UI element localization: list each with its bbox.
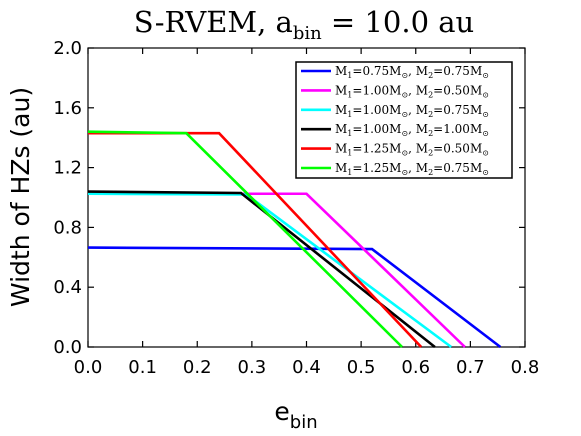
legend-label-part: 2: [428, 149, 433, 158]
legend-label-6: M1=1.25M⊙, M2=0.75M⊙: [335, 161, 489, 177]
legend-label-part: ⊙: [482, 129, 489, 138]
series-line-4: [87, 190, 436, 349]
legend-label-part: =0.75M: [433, 64, 482, 78]
legend-label-2: M1=1.00M⊙, M2=0.50M⊙: [335, 83, 489, 99]
x-tick-label: 0.7: [456, 357, 485, 378]
legend-label-part: =0.50M: [433, 83, 482, 97]
y-tick-label: 0.4: [53, 277, 82, 298]
legend-label-part: ⊙: [401, 90, 408, 99]
legend-label-part: 2: [428, 90, 433, 99]
legend-label-part: =1.00M: [352, 122, 401, 136]
legend-label-part: ⊙: [482, 71, 489, 80]
y-axis-label: Width of HZs (au): [6, 87, 35, 307]
y-tick-labels: 0.0 0.4 0.8 1.2 1.6 2.0: [53, 38, 82, 358]
legend-box: [295, 61, 513, 179]
legend-label-part: ⊙: [401, 149, 408, 158]
legend-label-part: M: [335, 161, 347, 175]
legend-label-part: M: [335, 64, 347, 78]
legend-label-part: =0.50M: [433, 142, 482, 156]
legend-label-part: =0.75M: [433, 161, 482, 175]
legend-label-part: =1.25M: [352, 142, 401, 156]
series-line-1: [87, 246, 502, 349]
legend-label-part: , M: [408, 122, 428, 136]
legend-label-5: M1=1.25M⊙, M2=0.50M⊙: [335, 142, 489, 158]
legend-label-part: 2: [428, 110, 433, 119]
legend-label-part: 1: [347, 129, 352, 138]
x-axis-label: ebin: [274, 397, 317, 433]
legend-label-part: ⊙: [401, 110, 408, 119]
legend-label-1: M1=0.75M⊙, M2=0.75M⊙: [335, 64, 489, 80]
legend-label-part: ⊙: [482, 149, 489, 158]
legend-label-part: 1: [347, 168, 352, 177]
legend-label-part: ⊙: [482, 90, 489, 99]
legend-label-part: 1: [347, 149, 352, 158]
legend-label-part: , M: [408, 64, 428, 78]
legend-label-part: , M: [408, 103, 428, 117]
x-tick-label: 0.6: [401, 357, 430, 378]
legend-label-part: M: [335, 122, 347, 136]
legend-label-part: ⊙: [482, 110, 489, 119]
legend-label-part: 2: [428, 168, 433, 177]
legend-label-part: =1.00M: [352, 83, 401, 97]
legend-label-3: M1=1.00M⊙, M2=0.75M⊙: [335, 103, 489, 119]
legend-label-part: 1: [347, 90, 352, 99]
series-line-6: [87, 130, 404, 348]
legend-label-part: 2: [428, 129, 433, 138]
chart-title-main: S-RVEM, a: [134, 5, 293, 39]
x-tick-labels: 0.0 0.1 0.2 0.3 0.4 0.5 0.6 0.7 0.8: [74, 357, 540, 378]
legend-label-part: 2: [428, 71, 433, 80]
chart-title: S-RVEM, abin = 10.0 au: [134, 5, 474, 44]
legend-label-part: , M: [408, 142, 428, 156]
axis-ticks: [87, 47, 526, 348]
legend-label-part: =1.00M: [433, 122, 482, 136]
x-tick-label: 0.5: [347, 357, 376, 378]
legend-label-part: =0.75M: [433, 103, 482, 117]
y-tick-label: 0.8: [53, 217, 82, 238]
x-axis-label-main: e: [274, 397, 289, 426]
x-tick-label: 0.2: [183, 357, 212, 378]
x-tick-label: 0.1: [128, 357, 157, 378]
legend-label-part: M: [335, 83, 347, 97]
legend-label-part: ⊙: [401, 168, 408, 177]
x-axis-label-subscript: bin: [290, 412, 318, 433]
y-tick-label: 0.0: [53, 337, 82, 358]
legend: M1=0.75M⊙, M2=0.75M⊙M1=1.00M⊙, M2=0.50M⊙…: [295, 61, 513, 179]
legend-label-part: ⊙: [401, 129, 408, 138]
legend-label-part: 1: [347, 110, 352, 119]
legend-label-part: ⊙: [401, 71, 408, 80]
x-tick-label: 0.4: [292, 357, 321, 378]
legend-label-part: =1.00M: [352, 103, 401, 117]
legend-label-part: M: [335, 142, 347, 156]
legend-label-part: 1: [347, 71, 352, 80]
legend-label-part: M: [335, 103, 347, 117]
chart-title-rest: = 10.0 au: [322, 5, 475, 39]
y-tick-label: 1.6: [53, 98, 82, 119]
x-tick-label: 0.3: [238, 357, 267, 378]
y-tick-label: 2.0: [53, 38, 82, 59]
x-tick-label: 0.0: [74, 357, 103, 378]
x-tick-label: 0.8: [511, 357, 540, 378]
y-tick-label: 1.2: [53, 158, 82, 179]
legend-label-4: M1=1.00M⊙, M2=1.00M⊙: [335, 122, 489, 138]
legend-label-part: =1.25M: [352, 161, 401, 175]
legend-label-part: =0.75M: [352, 64, 401, 78]
legend-label-part: , M: [408, 161, 428, 175]
chart-title-subscript: bin: [293, 23, 322, 44]
legend-label-part: ⊙: [482, 168, 489, 177]
legend-label-part: , M: [408, 83, 428, 97]
series-lines: [87, 130, 502, 349]
